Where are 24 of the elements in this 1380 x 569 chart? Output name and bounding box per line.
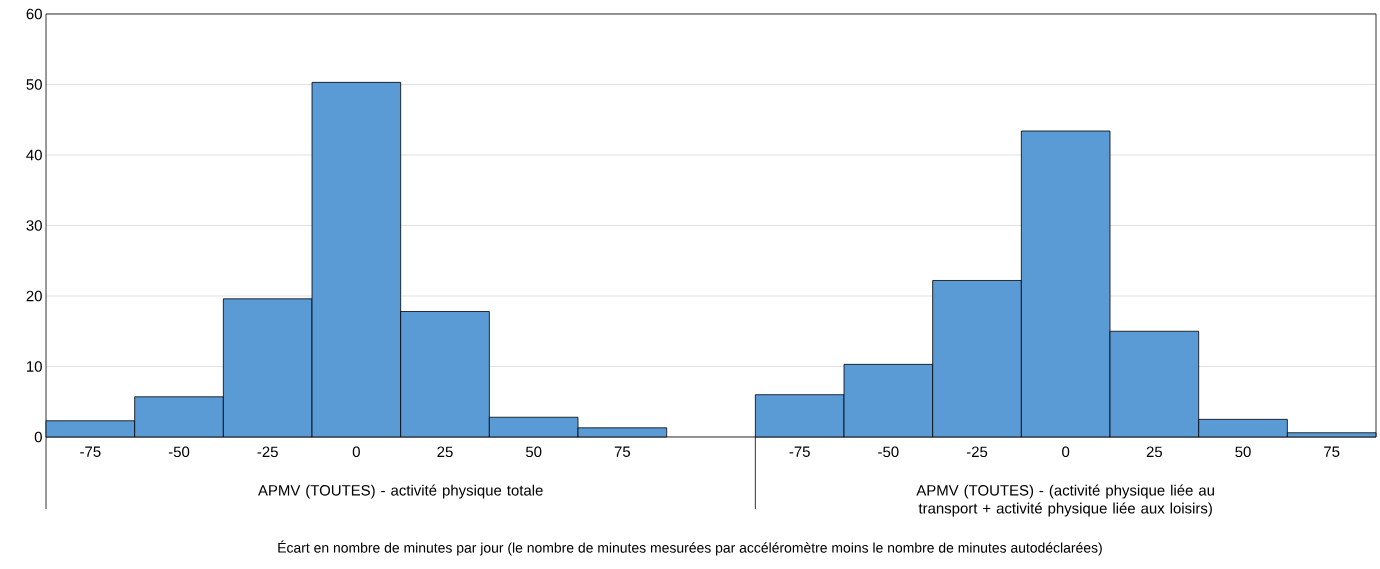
x-tick-label: 50 bbox=[1235, 446, 1251, 458]
x-tick-label: 25 bbox=[1146, 446, 1163, 458]
text: APMV (TOUTES) - (activité physique liée au transport + activité physique liée aux loisirs) bbox=[916, 484, 1214, 517]
y-tick-label: 20 bbox=[26, 290, 42, 302]
y-tick-label: 40 bbox=[26, 149, 42, 161]
y-tick-label: 0 bbox=[34, 431, 42, 443]
x-tick-label: 75 bbox=[1324, 446, 1340, 457]
x-tick-label: -50 bbox=[168, 446, 190, 458]
x-tick-label: -75 bbox=[80, 446, 101, 457]
x-tick-label: 50 bbox=[525, 446, 542, 458]
x-tick-label: -25 bbox=[257, 446, 278, 458]
y-tick-label: 30 bbox=[26, 220, 42, 231]
x-tick-label: 0 bbox=[1062, 446, 1070, 458]
y-tick-label: 10 bbox=[27, 361, 42, 372]
text: Écart en nombre de minutes par jour (le nombre de minutes mesurées par accéléromètre moins le nombre de minutes autodéclarées) bbox=[278, 540, 1102, 556]
x-tick-label: -50 bbox=[878, 446, 899, 458]
y-tick-label: 60 bbox=[26, 8, 42, 20]
x-tick-label: 0 bbox=[352, 446, 360, 458]
x-tick-label: -75 bbox=[789, 446, 810, 457]
text: APMV (TOUTES) - activité physique totale bbox=[258, 484, 543, 499]
x-tick-label: 75 bbox=[614, 446, 631, 457]
x-tick-label: -25 bbox=[966, 446, 988, 458]
y-tick-label: 50 bbox=[26, 79, 42, 90]
x-tick-label: 25 bbox=[437, 446, 453, 458]
